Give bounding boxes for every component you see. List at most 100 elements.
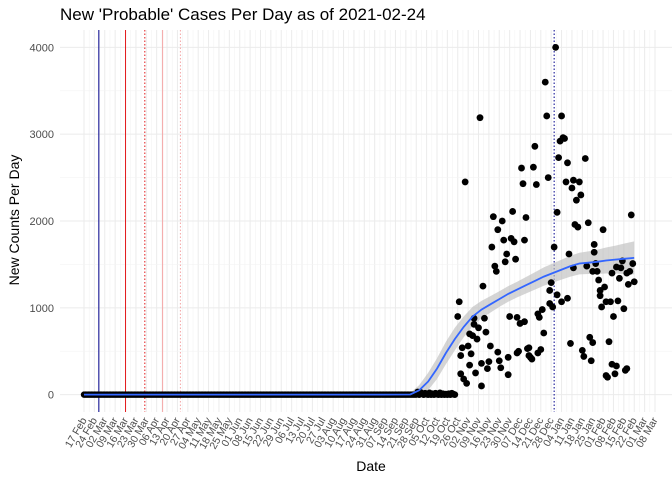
- data-point: [534, 349, 542, 357]
- data-point: [590, 241, 598, 248]
- data-point: [485, 358, 493, 366]
- data-point: [580, 353, 588, 360]
- data-point: [467, 350, 475, 358]
- data-point: [623, 269, 631, 277]
- data-point: [561, 135, 568, 142]
- data-point: [518, 164, 525, 172]
- data-point: [544, 174, 552, 181]
- data-point: [558, 298, 565, 306]
- data-point: [555, 154, 562, 162]
- data-point: [565, 250, 573, 258]
- y-axis-label: New Counts Per Day: [6, 155, 22, 286]
- data-point: [501, 258, 509, 266]
- data-point: [509, 208, 517, 215]
- data-point: [598, 303, 606, 311]
- data-point: [466, 361, 474, 369]
- data-point: [498, 217, 506, 225]
- data-point: [475, 324, 482, 332]
- data-point: [532, 181, 540, 188]
- data-point: [605, 338, 613, 346]
- zero-series: [80, 391, 420, 398]
- data-point: [541, 78, 549, 86]
- data-point: [481, 314, 488, 322]
- data-point: [623, 365, 631, 372]
- data-point: [479, 282, 487, 290]
- data-point: [454, 313, 462, 320]
- data-point: [476, 114, 484, 122]
- data-point: [506, 313, 514, 320]
- data-point: [589, 339, 597, 346]
- data-point: [629, 260, 637, 267]
- y-tick-label: 1000: [30, 303, 54, 315]
- data-point: [546, 287, 554, 294]
- data-point: [620, 305, 628, 313]
- data-point: [515, 347, 522, 355]
- data-point: [614, 297, 622, 305]
- data-point: [550, 243, 558, 251]
- data-point: [463, 379, 471, 387]
- data-point: [538, 306, 546, 313]
- data-point: [473, 335, 481, 343]
- data-point: [457, 352, 465, 359]
- data-point: [564, 159, 571, 167]
- data-point: [553, 291, 561, 299]
- data-point: [624, 280, 632, 288]
- y-tick-label: 0: [48, 390, 54, 402]
- data-point: [627, 211, 635, 219]
- data-point: [503, 250, 511, 258]
- data-point: [513, 313, 521, 321]
- data-point: [464, 342, 472, 350]
- data-point: [607, 298, 614, 306]
- data-point: [504, 371, 512, 379]
- data-point: [486, 342, 494, 350]
- data-point: [610, 313, 617, 320]
- smooth-line: [84, 257, 635, 396]
- data-point: [596, 292, 604, 300]
- reference-lines: [98, 30, 555, 412]
- data-point: [494, 348, 502, 356]
- data-point: [583, 262, 591, 270]
- data-point: [586, 333, 594, 341]
- data-point: [587, 357, 595, 365]
- data-point: [500, 236, 508, 244]
- y-tick-labels: 0 1000 2000 3000 4000: [30, 42, 54, 401]
- data-point: [522, 214, 530, 221]
- data-point: [608, 269, 616, 277]
- data-point: [521, 236, 528, 244]
- data-point: [613, 362, 620, 370]
- data-point: [504, 353, 512, 361]
- data-point: [491, 262, 499, 270]
- data-point: [458, 344, 466, 352]
- data-point: [599, 226, 607, 234]
- data-point: [574, 223, 582, 231]
- data-point: [581, 155, 589, 162]
- data-point: [572, 196, 580, 204]
- data-point: [577, 191, 585, 199]
- data-point: [478, 382, 485, 390]
- data-point: [497, 364, 505, 372]
- data-point: [596, 287, 604, 294]
- data-point: [575, 178, 583, 186]
- data-point: [543, 112, 551, 120]
- data-point: [484, 365, 491, 372]
- data-point: [558, 112, 565, 120]
- smooth-band: [84, 241, 635, 397]
- data-point: [495, 357, 503, 365]
- data-point: [564, 294, 571, 302]
- data-point: [461, 178, 469, 186]
- data-point: [512, 255, 519, 263]
- data-point: [482, 328, 490, 336]
- data-point: [630, 278, 638, 286]
- data-point: [540, 329, 548, 337]
- data-point: [457, 370, 465, 378]
- data-point: [529, 163, 537, 171]
- y-tick-label: 4000: [30, 42, 54, 54]
- data-point: [455, 298, 463, 306]
- data-point: [492, 267, 500, 275]
- data-point: [578, 346, 586, 354]
- data-point: [451, 391, 459, 399]
- data-point: [519, 180, 527, 188]
- data-point: [546, 300, 554, 307]
- data-point: [528, 355, 536, 363]
